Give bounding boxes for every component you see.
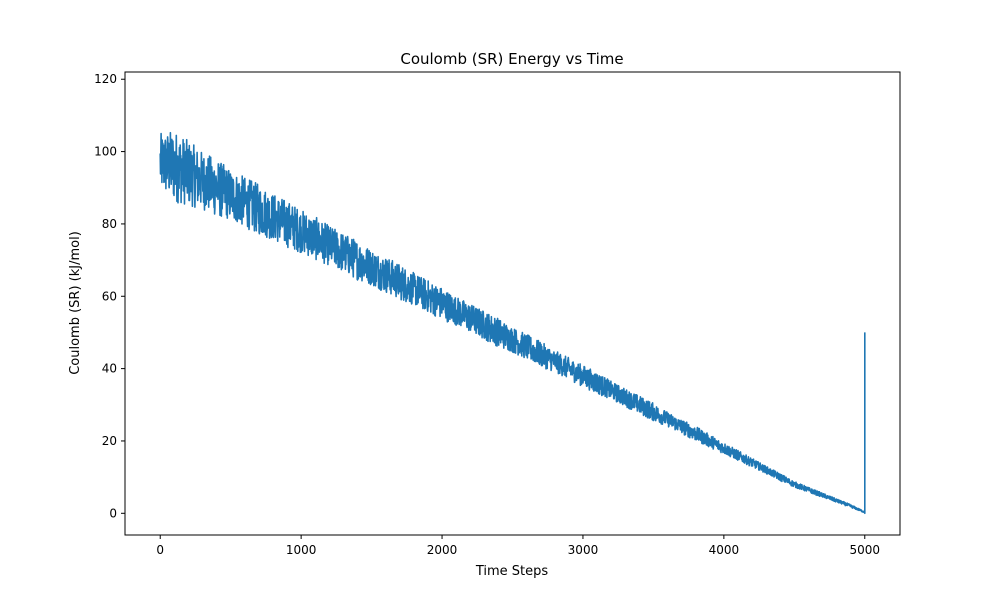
x-tick-label: 4000 (709, 543, 740, 557)
y-tick-label: 0 (109, 506, 117, 520)
x-tick-label: 2000 (427, 543, 458, 557)
x-tick-label: 0 (156, 543, 164, 557)
y-tick-label: 20 (102, 434, 117, 448)
y-tick-label: 120 (94, 72, 117, 86)
series-line-0 (159, 131, 866, 515)
y-tick-label: 60 (102, 289, 117, 303)
x-tick-label: 3000 (568, 543, 599, 557)
axes: 0 1000 2000 3000 4000 5000 0 20 40 60 80 100 120 (94, 71, 901, 557)
x-tick-label: 1000 (286, 543, 317, 557)
plot-area (159, 131, 866, 515)
y-tick-label: 100 (94, 145, 117, 159)
y-tick-label: 80 (102, 217, 117, 231)
y-axis-label: Coulomb (SR) (kJ/mol) (68, 231, 83, 375)
chart-title: Coulomb (SR) Energy vs Time (400, 50, 623, 68)
y-tick-label: 40 (102, 362, 117, 376)
x-tick-label: 5000 (849, 543, 880, 557)
plot-frame (124, 71, 901, 536)
x-axis-label: Time Steps (475, 564, 549, 579)
